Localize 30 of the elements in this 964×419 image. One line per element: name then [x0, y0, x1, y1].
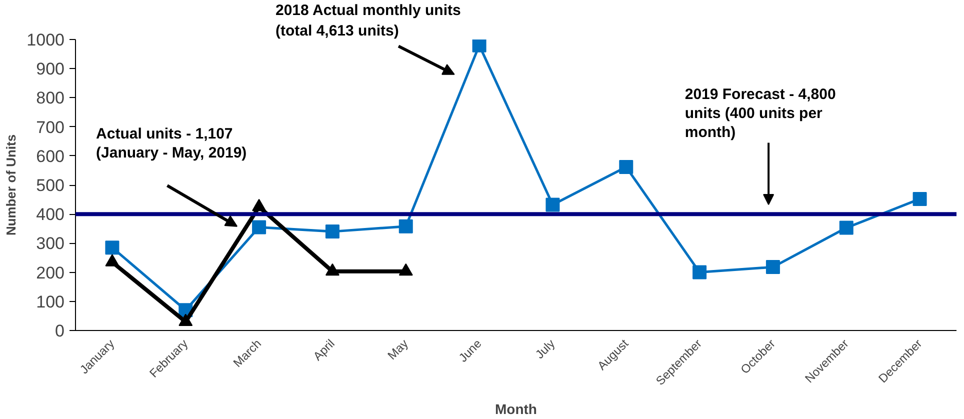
y-tick-label: 0 [55, 322, 65, 340]
point [325, 224, 340, 239]
point [619, 160, 634, 174]
y-axis-title: Number of Units [4, 134, 19, 236]
point [105, 240, 120, 255]
point [472, 40, 486, 52]
y-tick-label: 400 [36, 205, 65, 224]
y-tick-label: 500 [36, 176, 65, 195]
point [912, 192, 927, 206]
y-tick-label: 800 [36, 88, 65, 108]
point [839, 220, 854, 235]
y-tick-label: 700 [36, 118, 65, 137]
y-tick-label: 900 [36, 60, 65, 79]
y-tick-label: 300 [36, 234, 65, 254]
ref-line-label: 2019 Forecast - 4,800 units (400 units per month) [684, 86, 836, 142]
y-tick-label: 200 [36, 263, 65, 282]
x-tick-label: July [532, 336, 558, 362]
y-tick-label: 600 [36, 146, 65, 166]
point [692, 265, 707, 280]
y-tick-label: 1000 [26, 30, 65, 50]
point [766, 260, 780, 274]
x-tick-label: May [384, 336, 411, 362]
point [546, 198, 560, 212]
annotation: Actual units - 1,107 (January - May, 2019) [96, 125, 247, 162]
x-axis-title: Month [495, 400, 537, 417]
annotation: 2018 Actual monthly units (total 4,613 units) [276, 2, 461, 40]
point [398, 219, 413, 234]
point [178, 314, 193, 326]
point [252, 220, 266, 234]
y-tick-label: 100 [36, 292, 65, 312]
